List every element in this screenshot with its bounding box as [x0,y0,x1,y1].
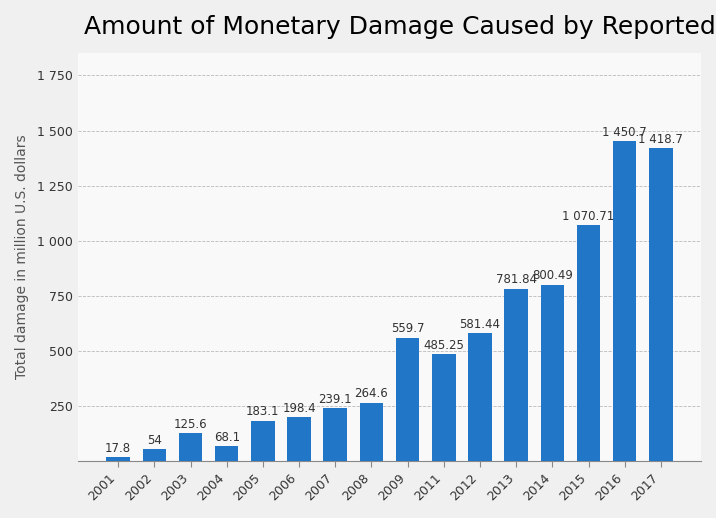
Bar [287,417,311,461]
Text: Amount of Monetary Damage Caused by Reported Cybercrimes: Amount of Monetary Damage Caused by Repo… [84,15,716,39]
Text: 264.6: 264.6 [354,387,388,400]
Text: 17.8: 17.8 [105,442,131,455]
Text: 485.25: 485.25 [423,339,464,352]
Text: 1 418.7: 1 418.7 [639,133,683,146]
Text: 54: 54 [147,434,162,447]
Text: 1 450.7: 1 450.7 [602,126,647,139]
Text: 198.4: 198.4 [282,402,316,415]
Text: 183.1: 183.1 [246,405,280,419]
Bar [107,457,130,461]
Bar [396,338,420,461]
Text: 1 070.71: 1 070.71 [563,210,614,223]
Bar [505,289,528,461]
Bar [541,284,564,461]
Bar [613,141,637,461]
Bar [215,446,238,461]
Text: 125.6: 125.6 [174,418,208,431]
Text: 581.44: 581.44 [460,318,500,330]
Bar [324,408,347,461]
Bar [142,449,166,461]
Bar [251,421,275,461]
Bar [577,225,600,461]
Text: 781.84: 781.84 [495,274,537,286]
Bar [649,149,673,461]
Bar [432,354,455,461]
Y-axis label: Total damage in million U.S. dollars: Total damage in million U.S. dollars [15,135,29,380]
Bar [468,333,492,461]
Text: 68.1: 68.1 [213,430,240,443]
Bar [359,402,383,461]
Bar [179,433,203,461]
Text: 559.7: 559.7 [391,322,425,335]
Text: 239.1: 239.1 [319,393,352,406]
Text: 800.49: 800.49 [532,269,573,282]
